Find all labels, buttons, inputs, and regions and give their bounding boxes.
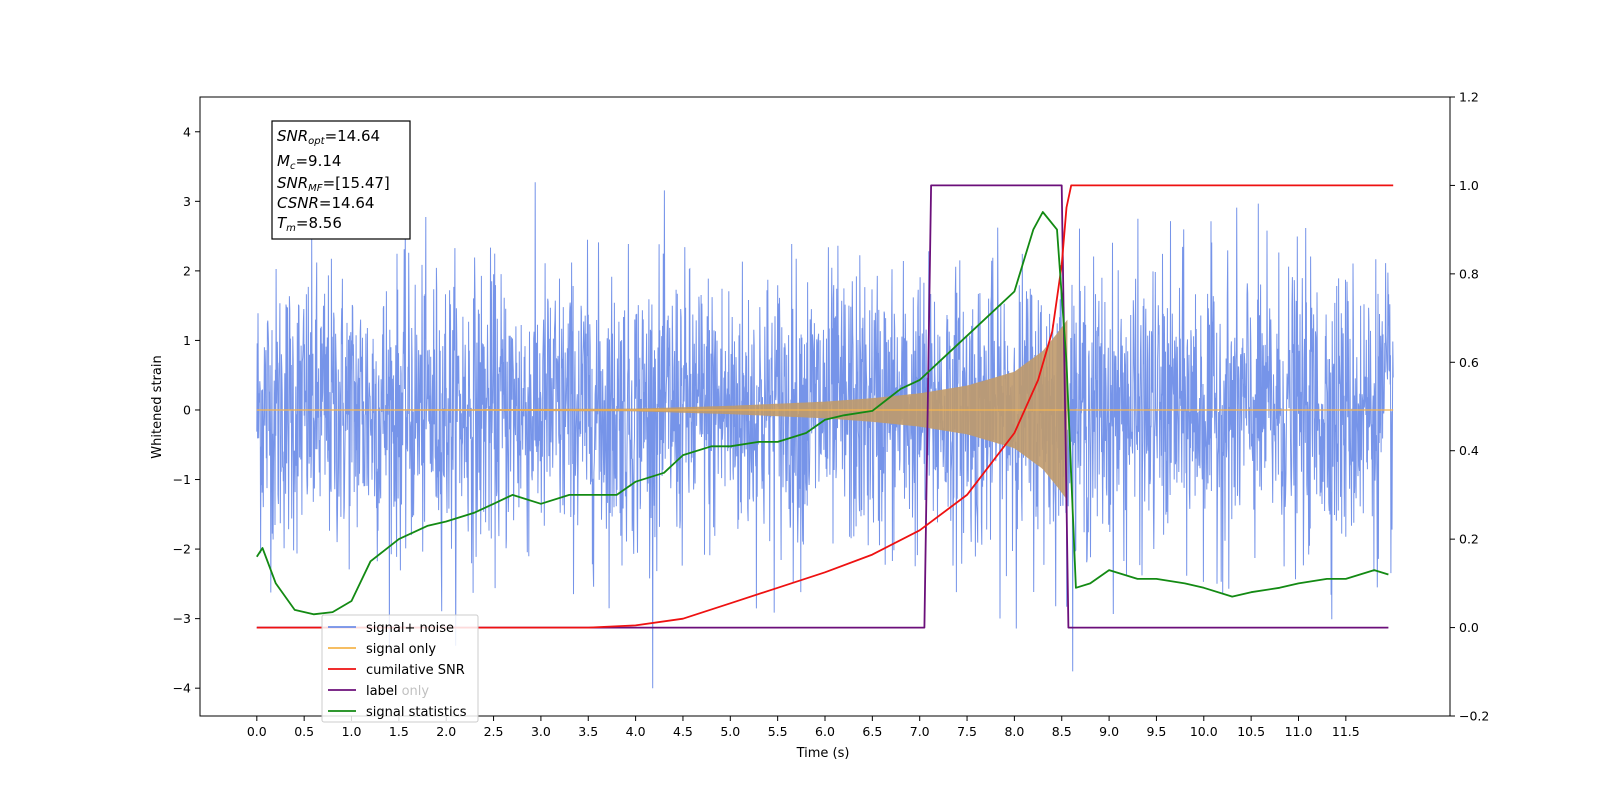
legend: signal+ noise signal only cumilative SNR… (321, 614, 479, 723)
x-tick-label: 9.0 (1099, 724, 1119, 739)
left-y-tick-label: 0 (183, 402, 191, 417)
x-tick-label: 3.0 (531, 724, 551, 739)
left-y-tick-label: −4 (173, 681, 191, 696)
data-layer (256, 182, 1394, 689)
x-tick-label: 9.5 (1146, 724, 1166, 739)
annotation-box: SNRopt=14.64 Mc=9.14 SNRMF=[15.47] CSNR=… (271, 120, 411, 240)
right-y-axis: −0.2 0.0 0.2 0.4 0.6 0.8 1.0 1.2 (1450, 90, 1489, 724)
right-y-tick-label: 1.0 (1459, 178, 1479, 193)
left-y-tick-label: 3 (183, 194, 191, 209)
x-tick-label: 8.0 (1004, 724, 1024, 739)
right-y-tick-label: 1.2 (1459, 90, 1479, 105)
left-y-tick-label: −2 (173, 542, 191, 557)
legend-label-statistics: signal statistics (366, 705, 467, 720)
x-tick-label: 6.0 (815, 724, 835, 739)
x-axis: 0.0 0.5 1.0 1.5 2.0 2.5 3.0 3.5 4.0 4.5 5.0 5.5 6.0 6… (247, 716, 1360, 739)
legend-label-label: label (366, 684, 397, 699)
left-y-tick-label: 4 (183, 124, 191, 139)
x-tick-label: 7.5 (957, 724, 977, 739)
legend-label-cumulative-snr: cumilative SNR (366, 663, 465, 678)
x-tick-label: 1.0 (342, 724, 362, 739)
x-tick-label: 11.5 (1332, 724, 1360, 739)
legend-frame (321, 614, 479, 723)
x-tick-label: 2.0 (436, 724, 456, 739)
left-y-axis-label: Whitened strain (150, 355, 165, 458)
annotation-csnr: CSNR=14.64 (277, 194, 374, 212)
x-tick-label: 0.0 (247, 724, 267, 739)
legend-label-signal-noise: signal+ noise (366, 621, 454, 636)
x-tick-label: 3.5 (578, 724, 598, 739)
x-axis-label: Time (s) (796, 746, 850, 761)
x-tick-label: 0.5 (294, 724, 314, 739)
right-y-tick-label: 0.4 (1459, 443, 1479, 458)
x-tick-label: 8.5 (1052, 724, 1072, 739)
x-tick-label: 10.0 (1190, 724, 1218, 739)
x-tick-label: 1.5 (389, 724, 409, 739)
x-tick-label: 5.5 (768, 724, 788, 739)
series-signal-statistics (256, 211, 1389, 616)
right-y-tick-label: −0.2 (1459, 709, 1489, 724)
x-tick-label: 11.0 (1285, 724, 1313, 739)
x-tick-label: 6.5 (862, 724, 882, 739)
left-y-tick-label: −3 (173, 611, 191, 626)
x-tick-label: 4.0 (626, 724, 646, 739)
right-y-tick-label: 0.6 (1459, 355, 1479, 370)
x-tick-label: 10.5 (1237, 724, 1265, 739)
left-y-tick-label: −1 (173, 472, 191, 487)
legend-label-hidden-label-only: label only (366, 684, 429, 699)
x-tick-label: 4.5 (673, 724, 693, 739)
x-tick-label: 7.0 (910, 724, 930, 739)
series-label (256, 184, 1389, 629)
annotation-merger-time: Tm=8.56 (277, 214, 342, 234)
annotation-snr-mf: SNRMF=[15.47] (277, 174, 390, 194)
x-tick-label: 2.5 (484, 724, 504, 739)
annotation-chirp-mass: Mc=9.14 (277, 152, 341, 172)
legend-label-signal-only: signal only (366, 642, 436, 657)
series-cumulative-snr (256, 184, 1394, 629)
left-y-tick-label: 1 (183, 333, 191, 348)
right-y-tick-label: 0.0 (1459, 620, 1479, 635)
annotation-snr-opt: SNRopt=14.64 (277, 127, 380, 147)
left-y-tick-label: 2 (183, 263, 191, 278)
x-tick-label: 5.0 (720, 724, 740, 739)
left-y-axis: −4 −3 −2 −1 0 1 2 3 4 (173, 124, 200, 696)
annotation-frame (271, 120, 411, 240)
right-y-tick-label: 0.2 (1459, 532, 1479, 547)
right-y-tick-label: 0.8 (1459, 266, 1479, 281)
